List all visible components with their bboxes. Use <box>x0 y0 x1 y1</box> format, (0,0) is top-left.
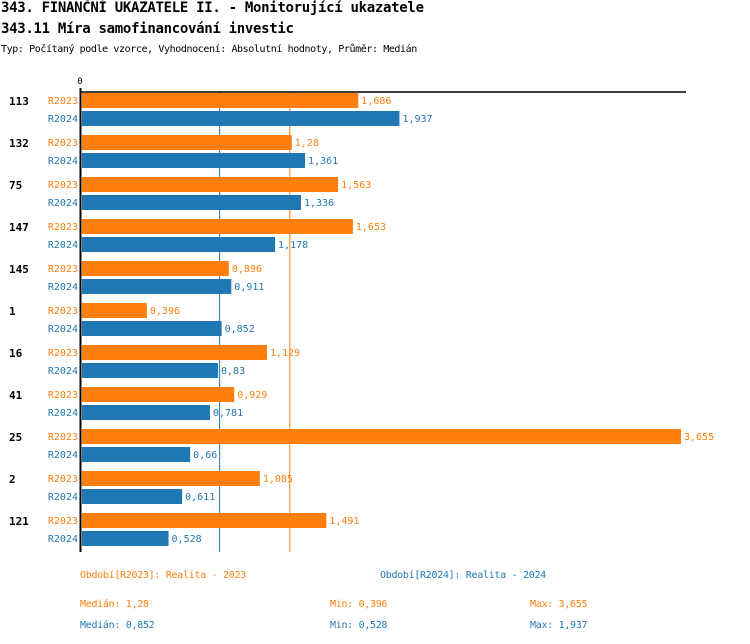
bar-r2023 <box>82 513 327 528</box>
data-label: 1,178 <box>278 240 308 251</box>
series-label: R2023 <box>48 264 78 275</box>
legend-r2024: Období[R2024]: Realita - 2024 <box>380 570 546 581</box>
data-label: 3,655 <box>684 432 714 443</box>
data-label: 1,085 <box>263 474 293 485</box>
series-label: R2023 <box>48 390 78 401</box>
stat-min-r2023: Min: 0,396 <box>330 599 388 610</box>
data-label: 1,336 <box>304 198 334 209</box>
bar-r2023 <box>82 219 353 234</box>
data-label: 1,937 <box>402 114 432 125</box>
page-title: 343. FINANČNÍ UKAZATELE II. - Monitorují… <box>1 0 424 16</box>
bar-r2024 <box>82 237 276 252</box>
series-label: R2023 <box>48 432 78 443</box>
data-label: 0,911 <box>234 282 264 293</box>
category-label: 41 <box>9 389 23 402</box>
data-label: 1,686 <box>361 96 391 107</box>
data-label: 0,896 <box>232 264 262 275</box>
bars <box>82 93 681 546</box>
category-label: 132 <box>9 137 29 150</box>
series-label: R2024 <box>48 492 78 503</box>
bar-r2023 <box>82 471 260 486</box>
bar-r2024 <box>82 195 301 210</box>
bar-r2023 <box>82 261 229 276</box>
category-label: 75 <box>9 179 22 192</box>
data-label: 1,28 <box>295 138 319 149</box>
data-label: 0,611 <box>185 492 215 503</box>
legend-r2023: Období[R2023]: Realita - 2023 <box>80 570 246 581</box>
data-label: 0,781 <box>213 408 243 419</box>
series-label: R2024 <box>48 450 78 461</box>
stat-max-r2024: Max: 1,937 <box>530 620 588 631</box>
series-label: R2024 <box>48 156 78 167</box>
series-label: R2023 <box>48 138 78 149</box>
series-label: R2023 <box>48 96 78 107</box>
series-label: R2024 <box>48 114 78 125</box>
category-label: 1 <box>9 305 16 318</box>
data-label: 0,396 <box>150 306 180 317</box>
series-label: R2023 <box>48 222 78 233</box>
series-label: R2023 <box>48 516 78 527</box>
data-label: 1,129 <box>270 348 300 359</box>
bar-r2024 <box>82 111 400 126</box>
category-label: 2 <box>9 473 16 486</box>
chart-subtitle: 343.11 Míra samofinancování investic <box>1 21 294 37</box>
bar-r2023 <box>82 429 681 444</box>
category-label: 113 <box>9 95 29 108</box>
chart-info: Typ: Počítaný podle vzorce, Vyhodnocení:… <box>1 44 417 55</box>
data-label: 0,528 <box>172 534 202 545</box>
data-label: 0,929 <box>237 390 267 401</box>
category-label: 121 <box>9 515 29 528</box>
bar-r2024 <box>82 531 169 546</box>
axes: 0 <box>77 77 686 552</box>
series-label: R2024 <box>48 282 78 293</box>
data-label: 0,66 <box>193 450 217 461</box>
stat-max-r2023: Max: 3,655 <box>530 599 588 610</box>
bar-r2023 <box>82 387 235 402</box>
data-label: 1,563 <box>341 180 371 191</box>
data-label: 0,83 <box>221 366 245 377</box>
series-label: R2024 <box>48 240 78 251</box>
bar-r2024 <box>82 447 191 462</box>
bar-r2024 <box>82 153 306 168</box>
series-label: R2024 <box>48 534 78 545</box>
series-label: R2023 <box>48 474 78 485</box>
data-label: 1,361 <box>308 156 338 167</box>
series-label: R2023 <box>48 348 78 359</box>
series-label: R2024 <box>48 198 78 209</box>
bar-r2024 <box>82 405 210 420</box>
category-label: 25 <box>9 431 22 444</box>
data-label: 1,653 <box>356 222 386 233</box>
category-label: 145 <box>9 263 29 276</box>
bar-r2023 <box>82 303 147 318</box>
stat-median-r2024: Medián: 0,852 <box>80 620 155 631</box>
bar-r2023 <box>82 93 359 108</box>
bar-r2024 <box>82 279 232 294</box>
bar-r2023 <box>82 177 339 192</box>
series-label: R2023 <box>48 306 78 317</box>
bar-r2024 <box>82 321 222 336</box>
bar-r2023 <box>82 135 292 150</box>
bar-r2024 <box>82 363 219 378</box>
data-label: 1,491 <box>329 516 359 527</box>
series-label: R2024 <box>48 408 78 419</box>
stat-min-r2024: Min: 0,528 <box>330 620 388 631</box>
labels: 113 R2023 1,686 R2024 1,937 132 R2023 1,28 R2024… <box>9 95 714 545</box>
series-label: R2023 <box>48 180 78 191</box>
series-label: R2024 <box>48 324 78 335</box>
category-label: 147 <box>9 221 29 234</box>
stat-median-r2023: Medián: 1,28 <box>80 599 149 610</box>
bar-chart: 113 R2023 1,686 R2024 1,937 132 R2023 1,28 R2024… <box>9 77 714 552</box>
data-label: 0,852 <box>225 324 255 335</box>
bar-r2023 <box>82 345 268 360</box>
category-label: 16 <box>9 347 23 360</box>
bar-r2024 <box>82 489 183 504</box>
x-tick-label: 0 <box>77 77 82 87</box>
series-label: R2024 <box>48 366 78 377</box>
